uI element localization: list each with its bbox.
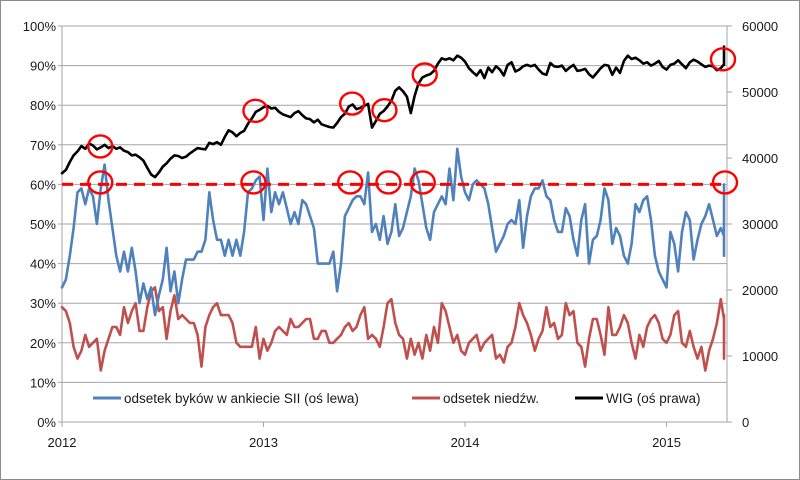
legend-label-wig: WIG (oś prawa) [606, 391, 701, 406]
y-left-tick-label: 60% [30, 177, 56, 192]
y-right-tick-label: 40000 [742, 151, 778, 166]
series-line-bulls [60, 147, 726, 317]
x-tick-label: 2015 [652, 435, 681, 450]
y-right-tick-label: 0 [742, 415, 749, 430]
y-right-tick-label: 30000 [742, 217, 778, 232]
x-tick-label: 2012 [48, 435, 77, 450]
highlight-circles [87, 47, 739, 195]
x-tick-label: 2013 [249, 435, 278, 450]
highlight-circle-wig [242, 98, 269, 124]
y-left-tick-label: 0% [37, 415, 56, 430]
y-right-tick-label: 10000 [742, 349, 778, 364]
legend-label-bulls: odsetek byków w ankiecie SII (oś lewa) [124, 391, 359, 406]
y-left-tick-label: 100% [23, 19, 57, 34]
highlight-circle-bulls [409, 170, 436, 195]
axes: 0% 10% 20% 30% 40% 50% 60% 70% 80% 90% 100% 0 10000 2… [23, 19, 778, 450]
highlight-circle-wig [338, 91, 366, 116]
y-left-tick-label: 40% [30, 257, 56, 272]
highlight-circle-bulls [240, 170, 267, 195]
highlight-circle-bulls [336, 170, 364, 195]
highlight-circle-wig [87, 134, 114, 159]
x-tick-label: 2014 [451, 435, 480, 450]
series-line-bears [60, 286, 726, 372]
legend-label-bears: odsetek niedźw. [443, 391, 539, 406]
series-line-wig [60, 45, 726, 179]
y-left-tick-label: 50% [30, 217, 56, 232]
y-left-tick-label: 70% [30, 138, 56, 153]
y-left-tick-label: 30% [30, 296, 56, 311]
y-left-tick-label: 10% [30, 375, 56, 390]
highlight-circle-bulls [87, 170, 114, 195]
highlight-circle-bulls [375, 170, 402, 195]
highlight-circle-wig [371, 97, 398, 123]
highlight-circle-bulls [711, 170, 739, 195]
y-right-tick-label: 60000 [742, 19, 778, 34]
highlight-circle-wig [411, 62, 438, 87]
y-right-tick-label: 20000 [742, 283, 778, 298]
y-left-tick-label: 20% [30, 336, 56, 351]
y-left-tick-label: 90% [30, 59, 56, 74]
series-layer [60, 45, 726, 372]
legend-background [88, 383, 726, 419]
highlight-circle-wig [709, 47, 737, 72]
y-left-tick-label: 80% [30, 98, 56, 113]
y-right-tick-label: 50000 [742, 85, 778, 100]
gridlines [62, 25, 727, 383]
legend: odsetek byków w ankiecie SII (oś lewa) o… [88, 383, 726, 419]
